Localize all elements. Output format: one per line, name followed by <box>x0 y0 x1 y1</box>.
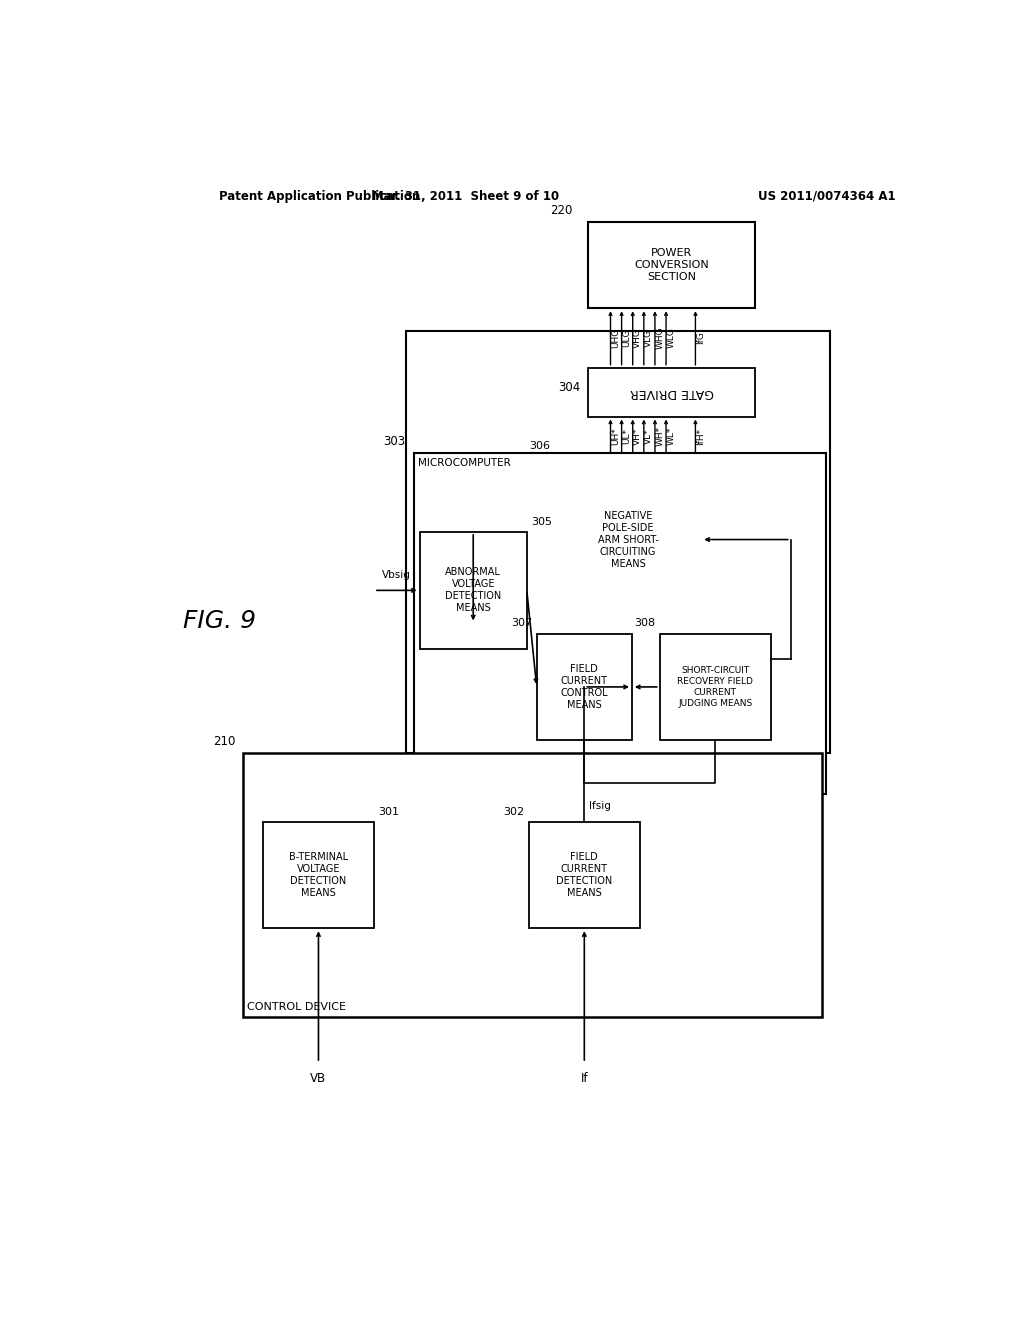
Text: 306: 306 <box>529 441 551 450</box>
Text: VHG: VHG <box>633 329 642 348</box>
Text: Ifsig: Ifsig <box>589 801 611 812</box>
Text: If: If <box>581 1072 588 1085</box>
FancyBboxPatch shape <box>420 532 526 649</box>
Text: FIG. 9: FIG. 9 <box>182 609 256 632</box>
Text: CONTROL DEVICE: CONTROL DEVICE <box>247 1002 346 1012</box>
Text: FIELD
CURRENT
DETECTION
MEANS: FIELD CURRENT DETECTION MEANS <box>556 851 612 898</box>
Text: 220: 220 <box>550 203 572 216</box>
Text: Vbsig: Vbsig <box>382 570 412 579</box>
Text: SHORT-CIRCUIT
RECOVERY FIELD
CURRENT
JUDGING MEANS: SHORT-CIRCUIT RECOVERY FIELD CURRENT JUD… <box>677 667 754 708</box>
Text: B-TERMINAL
VOLTAGE
DETECTION
MEANS: B-TERMINAL VOLTAGE DETECTION MEANS <box>289 851 348 898</box>
Text: IfG: IfG <box>695 331 705 345</box>
FancyBboxPatch shape <box>537 634 632 741</box>
Text: VH*: VH* <box>633 428 642 445</box>
Text: ABNORMAL
VOLTAGE
DETECTION
MEANS: ABNORMAL VOLTAGE DETECTION MEANS <box>445 568 502 614</box>
Text: IfH*: IfH* <box>695 428 705 445</box>
Text: 302: 302 <box>504 807 524 817</box>
Text: VLG: VLG <box>644 329 653 347</box>
Text: 303: 303 <box>384 436 406 447</box>
Text: 308: 308 <box>635 619 655 628</box>
Text: US 2011/0074364 A1: US 2011/0074364 A1 <box>758 190 895 202</box>
Text: 210: 210 <box>213 735 236 748</box>
Text: WHG: WHG <box>655 327 665 350</box>
Text: 307: 307 <box>512 619 532 628</box>
FancyBboxPatch shape <box>414 453 826 793</box>
Text: 304: 304 <box>558 380 581 393</box>
Text: ULG: ULG <box>622 329 631 347</box>
Text: WLG: WLG <box>667 327 675 348</box>
Text: Mar. 31, 2011  Sheet 9 of 10: Mar. 31, 2011 Sheet 9 of 10 <box>372 190 559 202</box>
Text: UHG: UHG <box>610 327 620 348</box>
FancyBboxPatch shape <box>406 331 830 752</box>
Text: FIELD
CURRENT
CONTROL
MEANS: FIELD CURRENT CONTROL MEANS <box>560 664 608 710</box>
FancyBboxPatch shape <box>588 368 755 417</box>
Text: WH*: WH* <box>655 426 665 446</box>
FancyBboxPatch shape <box>588 222 755 309</box>
Text: UH*: UH* <box>610 428 620 445</box>
Text: UL*: UL* <box>622 428 631 444</box>
FancyBboxPatch shape <box>528 821 640 928</box>
Text: POWER
CONVERSION
SECTION: POWER CONVERSION SECTION <box>634 248 709 282</box>
Text: VL*: VL* <box>644 428 653 444</box>
Text: MICROCOMPUTER: MICROCOMPUTER <box>418 458 510 469</box>
FancyBboxPatch shape <box>243 752 822 1018</box>
Text: WL*: WL* <box>667 426 675 445</box>
Text: VB: VB <box>310 1072 327 1085</box>
FancyBboxPatch shape <box>555 455 701 623</box>
Text: 301: 301 <box>378 807 399 817</box>
Text: Patent Application Publication: Patent Application Publication <box>219 190 421 202</box>
FancyBboxPatch shape <box>659 634 771 741</box>
Text: NEGATIVE
POLE-SIDE
ARM SHORT-
CIRCUITING
MEANS: NEGATIVE POLE-SIDE ARM SHORT- CIRCUITING… <box>598 511 658 569</box>
Text: GATE DRIVER: GATE DRIVER <box>630 385 714 399</box>
FancyBboxPatch shape <box>263 821 374 928</box>
Text: 305: 305 <box>530 517 552 527</box>
